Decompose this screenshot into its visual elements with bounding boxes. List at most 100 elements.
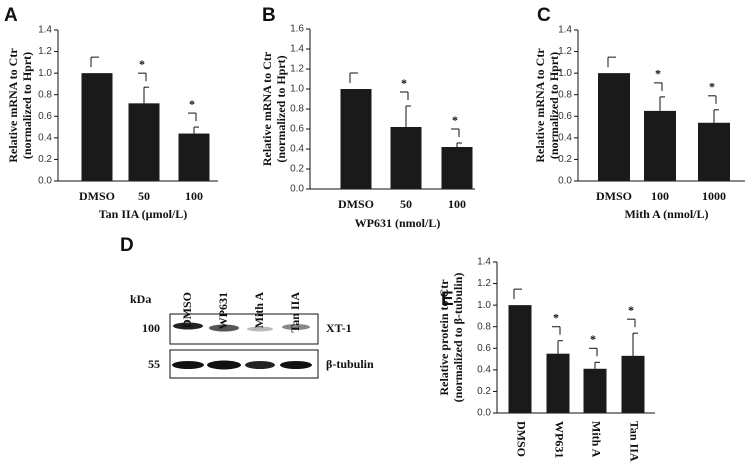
y-tick-label: 1.2 [290, 64, 304, 75]
kda-marker: 100 [142, 321, 160, 335]
x-tick-label: 1000 [702, 189, 726, 203]
y-tick-label: 0.0 [38, 176, 52, 187]
significance-label: * [452, 113, 458, 127]
bar [81, 73, 113, 181]
band [247, 326, 273, 332]
panel-letter: D [120, 235, 134, 256]
significance-label: * [401, 76, 407, 90]
y-tick-label: 0.6 [38, 111, 52, 122]
y-axis-title: (normalized to Hprt) [20, 52, 34, 159]
y-tick-label: 0.8 [558, 89, 572, 100]
x-axis-title: WP631 (nmol/L) [355, 216, 441, 230]
y-tick-label: 0.0 [477, 408, 491, 419]
blot-frame [169, 313, 319, 345]
panel-letter: C [537, 5, 551, 26]
significance-label: * [553, 310, 559, 324]
y-tick-label: 1.0 [290, 84, 304, 95]
bar [508, 305, 532, 413]
band-label: XT-1 [326, 321, 352, 335]
x-tick-label: 100 [185, 189, 203, 203]
y-tick-label: 1.2 [558, 46, 572, 57]
y-tick-label: 0.4 [38, 132, 52, 143]
panel-letter: B [262, 5, 276, 26]
y-tick-label: 0.2 [38, 154, 52, 165]
y-tick-label: 0.8 [38, 89, 52, 100]
y-axis-title: (normalized to β-tubulin) [451, 273, 465, 403]
bar [698, 122, 730, 181]
y-tick-label: 0.2 [558, 154, 572, 165]
band [245, 361, 275, 369]
x-tick-label: 50 [138, 189, 150, 203]
y-axis-title: Relative mRNA to Ctr [260, 51, 274, 166]
y-tick-label: 1.0 [477, 300, 491, 311]
bar [583, 368, 607, 413]
significance-label: * [189, 97, 195, 111]
band [280, 361, 312, 369]
lane-label: Mith A [252, 292, 266, 329]
y-tick-label: 0.4 [558, 132, 572, 143]
blot-bands [169, 313, 319, 379]
x-tick-label: 100 [651, 189, 669, 203]
band-label: β-tubulin [326, 357, 374, 371]
x-axis-title: Tan IIA (µmol/L) [99, 207, 188, 221]
y-axis-title: Relative mRNA to Ctr [533, 48, 547, 163]
y-tick-label: 0.8 [477, 321, 491, 332]
blot-frame [169, 349, 319, 379]
x-axis-title: Mith A (nmol/L) [624, 207, 708, 221]
lane-label: DMSO [180, 292, 194, 328]
panel-letter: A [4, 5, 18, 26]
panel-letter: E [441, 289, 454, 310]
bar [340, 89, 372, 189]
y-axis-title: (normalized to Hprt) [274, 55, 288, 162]
band [172, 361, 204, 369]
bar [546, 353, 570, 413]
x-tick-label: Tan IIA [627, 421, 641, 462]
x-tick-label: DMSO [338, 197, 374, 211]
y-tick-label: 1.0 [558, 68, 572, 79]
bar [621, 355, 645, 413]
significance-label: * [655, 67, 661, 81]
x-tick-label: DMSO [514, 421, 528, 457]
y-tick-label: 0.2 [290, 164, 304, 175]
band [173, 322, 203, 330]
x-tick-label: 50 [400, 197, 412, 211]
significance-label: * [590, 332, 596, 346]
x-tick-label: 100 [448, 197, 466, 211]
y-tick-label: 0.0 [290, 184, 304, 195]
y-tick-label: 1.4 [558, 25, 572, 36]
y-axis-title: Relative mRNA to Ctr [6, 48, 20, 163]
y-tick-label: 0.8 [290, 104, 304, 115]
x-tick-label: WP631 [552, 421, 566, 458]
x-tick-label: DMSO [596, 189, 632, 203]
y-axis-title: Relative protein to Ctr [437, 279, 451, 396]
kda-label: kDa [130, 292, 151, 306]
kda-marker: 55 [148, 357, 160, 371]
y-tick-label: 1.0 [38, 68, 52, 79]
y-tick-label: 1.4 [290, 44, 304, 55]
y-tick-label: 1.6 [290, 24, 304, 35]
y-tick-label: 1.2 [477, 278, 491, 289]
x-tick-label: Mith A [589, 421, 603, 458]
y-tick-label: 0.4 [477, 364, 491, 375]
y-tick-label: 0.4 [290, 144, 304, 155]
y-tick-label: 0.6 [558, 111, 572, 122]
bar [128, 103, 160, 181]
x-tick-label: DMSO [79, 189, 115, 203]
bar [441, 147, 473, 189]
bar [178, 133, 210, 181]
y-tick-label: 0.0 [558, 176, 572, 187]
y-tick-label: 0.6 [477, 343, 491, 354]
y-axis-title: (normalized to Hprt) [547, 52, 561, 159]
band [209, 324, 239, 332]
lane-label: WP631 [216, 292, 230, 329]
y-tick-label: 1.2 [38, 46, 52, 57]
bar [598, 73, 630, 181]
significance-label: * [709, 80, 715, 94]
lane-label: Tan IIA [288, 292, 302, 333]
bar [644, 110, 676, 181]
y-tick-label: 1.4 [38, 25, 52, 36]
band [282, 324, 310, 330]
significance-label: * [628, 303, 634, 317]
y-tick-label: 0.2 [477, 386, 491, 397]
